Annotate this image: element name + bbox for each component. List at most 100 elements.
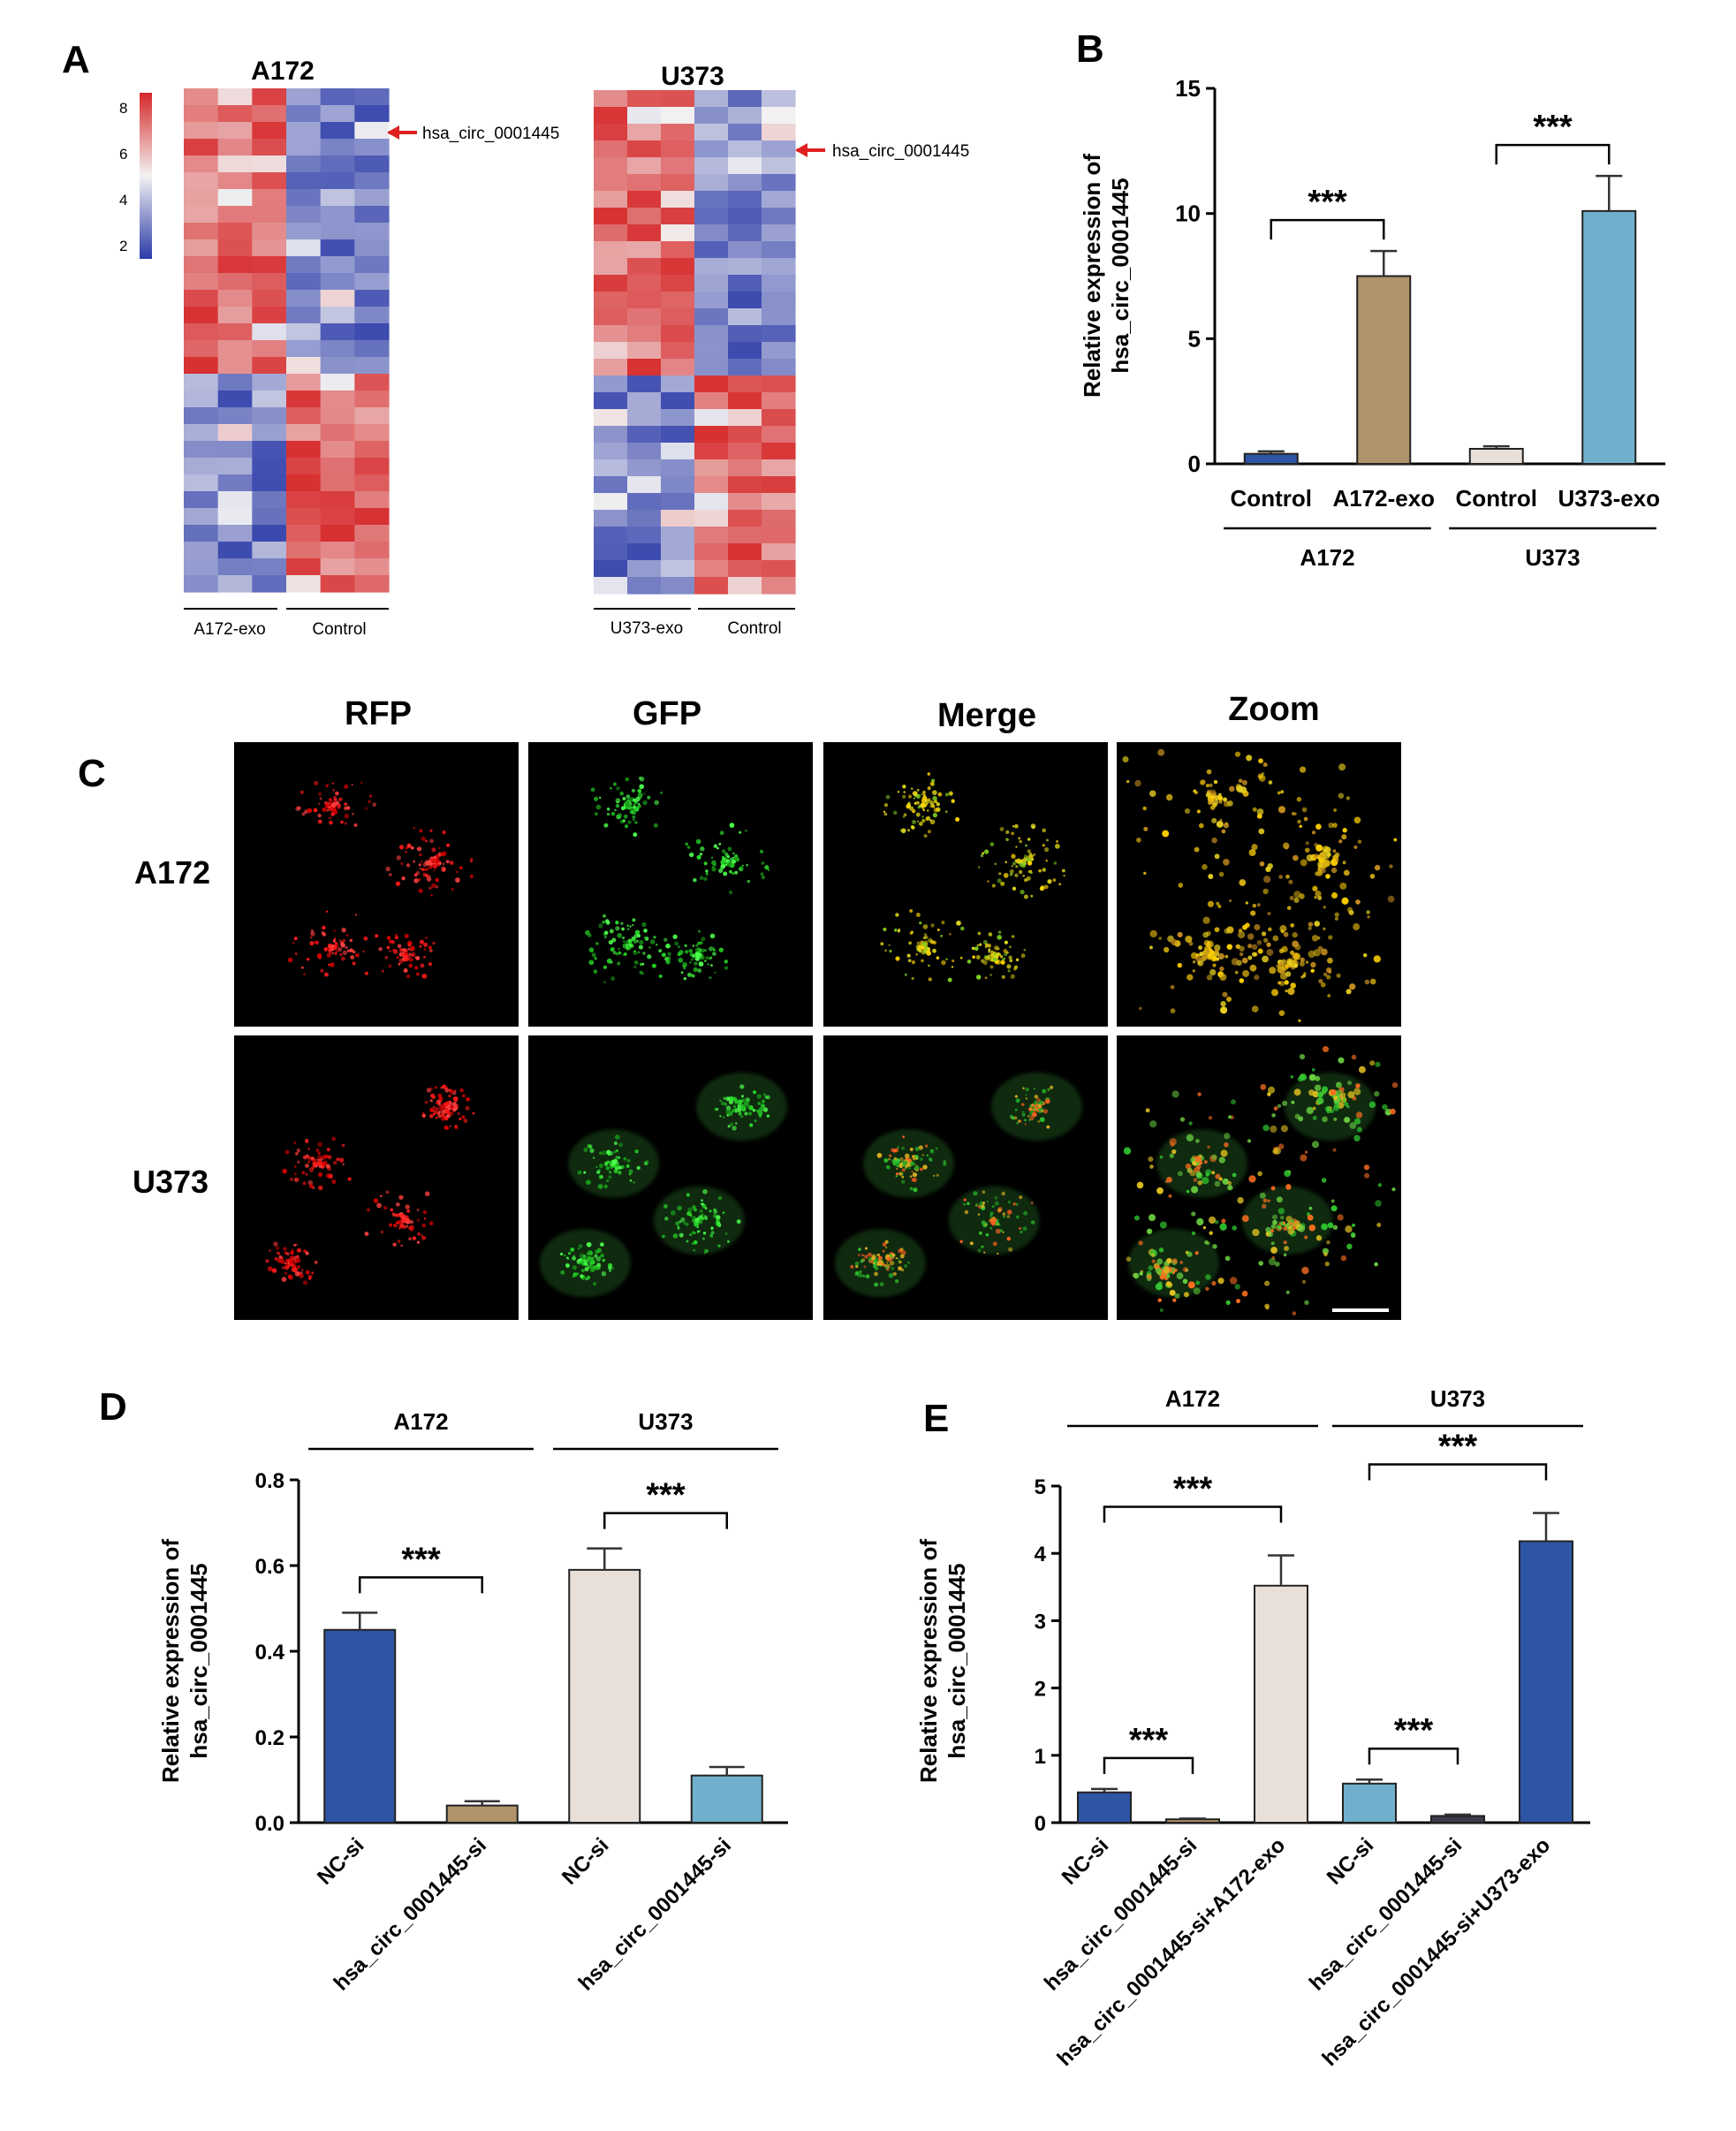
significance-bracket <box>1368 1747 1459 1765</box>
fluorescent-puncta <box>1216 820 1224 828</box>
heatmap-cell <box>627 140 662 158</box>
fluorescent-puncta <box>1323 972 1328 977</box>
fluorescent-puncta <box>429 1099 433 1103</box>
heatmap-cell <box>286 508 322 526</box>
heatmap-cell <box>354 105 390 123</box>
fluorescent-puncta <box>643 936 647 939</box>
fluorescent-puncta <box>1013 1116 1018 1120</box>
heatmap-cell <box>728 107 762 125</box>
fluorescent-puncta <box>632 815 636 819</box>
fluorescent-puncta <box>273 1241 278 1247</box>
y-tick-label: 0 <box>1188 451 1201 477</box>
heatmap-cell <box>627 275 662 292</box>
fluorescent-puncta <box>326 947 330 951</box>
fluorescent-puncta <box>1252 1228 1260 1237</box>
heatmap-cell <box>728 174 762 192</box>
fluorescent-puncta <box>685 950 689 954</box>
fluorescent-puncta <box>854 1261 860 1266</box>
fluorescent-puncta <box>583 1147 588 1152</box>
heatmap-cell <box>286 558 322 576</box>
fluorescent-puncta <box>421 868 425 872</box>
fluorescent-puncta <box>352 950 356 954</box>
fluorescent-puncta <box>615 1134 620 1140</box>
fluorescent-puncta <box>701 1202 705 1206</box>
fluorescent-puncta <box>344 784 349 789</box>
heatmap-cell <box>728 342 762 360</box>
fluorescent-puncta <box>632 918 636 922</box>
fluorescent-puncta <box>1320 982 1326 988</box>
fluorescent-puncta <box>888 944 891 946</box>
heatmap-cell <box>661 308 695 326</box>
fluorescent-puncta <box>1171 1090 1179 1098</box>
fluorescent-puncta <box>408 952 413 957</box>
fluorescent-puncta <box>1159 1155 1164 1159</box>
fluorescent-puncta <box>1005 951 1009 954</box>
fluorescent-puncta <box>1347 1081 1353 1086</box>
fluorescent-puncta <box>1286 906 1292 911</box>
fluorescent-puncta <box>301 812 306 816</box>
fluorescent-puncta <box>588 959 595 966</box>
heatmap-cell <box>184 441 219 459</box>
fluorescent-puncta <box>944 792 950 797</box>
heatmap-cell <box>594 292 628 309</box>
fluorescent-puncta <box>895 1256 898 1260</box>
panel-letter-c: C <box>78 752 106 795</box>
fluorescent-puncta <box>716 1215 721 1220</box>
fluorescent-puncta <box>585 1255 590 1261</box>
fluorescent-puncta <box>725 1109 732 1115</box>
y-tick-label: 1 <box>1035 1745 1046 1769</box>
fluorescent-puncta <box>693 967 698 973</box>
fluorescent-puncta <box>895 913 899 917</box>
fluorescent-puncta <box>1258 828 1265 835</box>
fluorescent-puncta <box>662 1234 665 1239</box>
fluorescent-puncta <box>461 1115 466 1119</box>
fluorescent-puncta <box>606 1166 610 1169</box>
heatmap-cell <box>762 543 796 561</box>
fluorescent-puncta <box>314 780 319 785</box>
fluorescent-puncta <box>1030 1220 1035 1225</box>
fluorescent-puncta <box>1298 1225 1306 1232</box>
heatmap-cell <box>762 359 796 376</box>
fluorescent-puncta <box>1216 901 1220 906</box>
heatmap-cell <box>354 323 390 341</box>
fluorescent-puncta <box>633 960 639 965</box>
fluorescent-puncta <box>936 1173 939 1177</box>
fluorescent-puncta <box>658 974 663 979</box>
fluorescent-puncta <box>888 1157 891 1161</box>
fluorescent-puncta <box>1148 1265 1154 1271</box>
fluorescent-puncta <box>1264 1303 1270 1309</box>
fluorescent-puncta <box>463 1119 468 1123</box>
fluorescent-puncta <box>411 954 414 958</box>
heatmap-cell <box>694 157 729 175</box>
fluorescent-puncta <box>406 1219 411 1225</box>
fluorescent-puncta <box>1239 952 1244 957</box>
fluorescent-puncta <box>407 947 411 951</box>
fluorescent-puncta <box>610 1167 613 1170</box>
fluorescent-puncta <box>1186 974 1194 981</box>
fluorescent-puncta <box>745 1097 751 1103</box>
fluorescent-puncta <box>567 1251 572 1255</box>
fluorescent-puncta <box>915 912 921 918</box>
fluorescent-puncta <box>1224 954 1229 959</box>
fluorescent-puncta <box>437 864 440 867</box>
fluorescent-puncta <box>975 1204 978 1207</box>
fluorescent-puncta <box>307 808 313 814</box>
fluorescent-puncta <box>419 939 425 944</box>
group-label: U373 <box>1430 1385 1485 1412</box>
fluorescent-puncta <box>606 813 610 816</box>
fluorescent-puncta <box>1346 1243 1353 1250</box>
fluorescent-puncta <box>1217 1278 1224 1285</box>
fluorescent-puncta <box>761 861 765 865</box>
significance-label: *** <box>401 1541 441 1578</box>
fluorescent-puncta <box>1292 959 1297 965</box>
fluorescent-puncta <box>321 931 325 935</box>
fluorescent-puncta <box>1025 1088 1029 1092</box>
fluorescent-puncta <box>1237 930 1246 939</box>
fluorescent-puncta <box>390 940 395 944</box>
heatmap-cell <box>728 527 762 544</box>
heatmap-cell <box>762 241 796 259</box>
fluorescent-puncta <box>663 937 668 942</box>
heatmap-cell <box>320 172 355 190</box>
fluorescent-puncta <box>699 876 704 881</box>
fluorescent-puncta <box>1012 886 1017 891</box>
